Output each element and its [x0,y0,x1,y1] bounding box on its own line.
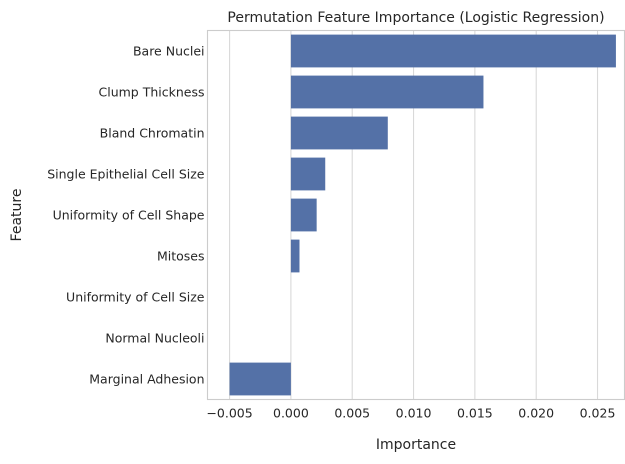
y-axis-label: Feature [9,189,25,242]
y-tick-label: Bare Nuclei [133,44,205,59]
x-tick-label: 0.005 [334,406,370,421]
bar-marginal-adhesion [229,362,291,396]
y-tick-labels: Bare Nuclei Clump Thickness Bland Chromati… [47,44,205,387]
y-tick-label: Normal Nucleoli [105,331,204,346]
y-tick-label: Single Epithelial Cell Size [47,167,205,182]
bar-bare-nuclei [290,34,616,68]
y-tick-label: Marginal Adhesion [89,372,204,387]
x-axis-label: Importance [376,437,456,453]
x-tick-label: −0.005 [206,406,252,421]
y-tick-label: Mitoses [157,249,205,264]
bar-clump-thickness [290,75,484,109]
y-tick-label: Clump Thickness [99,85,205,100]
bar-mitoses [290,239,300,273]
x-tick-labels: −0.005 0.000 0.005 0.010 0.015 0.020 0.025 [206,406,615,421]
bars [229,34,616,396]
bar-single-epithelial-cell-size [290,157,326,191]
y-tick-label: Uniformity of Cell Size [66,290,205,305]
x-tick-label: 0.015 [457,406,493,421]
bar-uniformity-of-cell-shape [290,198,317,232]
x-tick-label: 0.010 [396,406,432,421]
x-tick-label: 0.020 [518,406,554,421]
x-tick-label: 0.000 [273,406,309,421]
x-tick-label: 0.025 [580,406,616,421]
chart-title: Permutation Feature Importance (Logistic… [227,10,604,26]
bar-bland-chromatin [290,116,388,150]
y-tick-label: Bland Chromatin [100,126,205,141]
y-tick-label: Uniformity of Cell Shape [53,208,205,223]
